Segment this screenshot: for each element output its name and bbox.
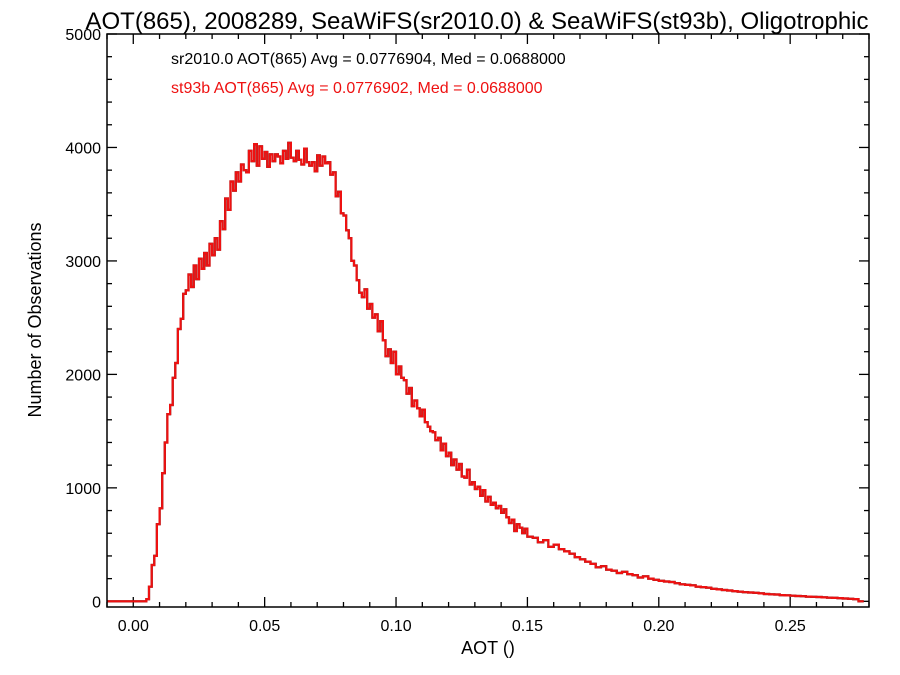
y-tick-label: 0 <box>92 594 101 611</box>
histogram-line-st93b <box>107 141 864 603</box>
x-tick-label: 0.15 <box>512 618 543 635</box>
x-axis-label: AOT () <box>461 638 515 658</box>
y-axis-ticks: 0 1000 2000 3000 4000 5000 <box>65 27 869 611</box>
y-tick-label: 1000 <box>65 481 101 498</box>
x-tick-label: 0.05 <box>249 618 280 635</box>
x-tick-label: 0.25 <box>775 618 806 635</box>
y-tick-label: 4000 <box>65 140 101 157</box>
histogram-line-sr2010 <box>107 141 864 603</box>
plot-frame <box>106 33 870 608</box>
y-tick-label: 3000 <box>65 254 101 271</box>
chart-title: AOT(865), 2008289, SeaWiFS(sr2010.0) & S… <box>86 8 869 35</box>
y-axis-label: Number of Observations <box>25 222 45 417</box>
legend-sr2010: sr2010.0 AOT(865) Avg = 0.0776904, Med =… <box>171 51 566 68</box>
legend-st93b: st93b AOT(865) Avg = 0.0776902, Med = 0.… <box>171 80 543 97</box>
y-tick-label: 2000 <box>65 367 101 384</box>
x-axis-ticks: 0.00 0.05 0.10 0.15 0.20 0.25 <box>106 34 870 635</box>
y-tick-label: 5000 <box>65 27 101 44</box>
x-tick-label: 0.20 <box>643 618 674 635</box>
x-tick-label: 0.10 <box>380 618 411 635</box>
x-tick-label: 0.00 <box>118 618 149 635</box>
